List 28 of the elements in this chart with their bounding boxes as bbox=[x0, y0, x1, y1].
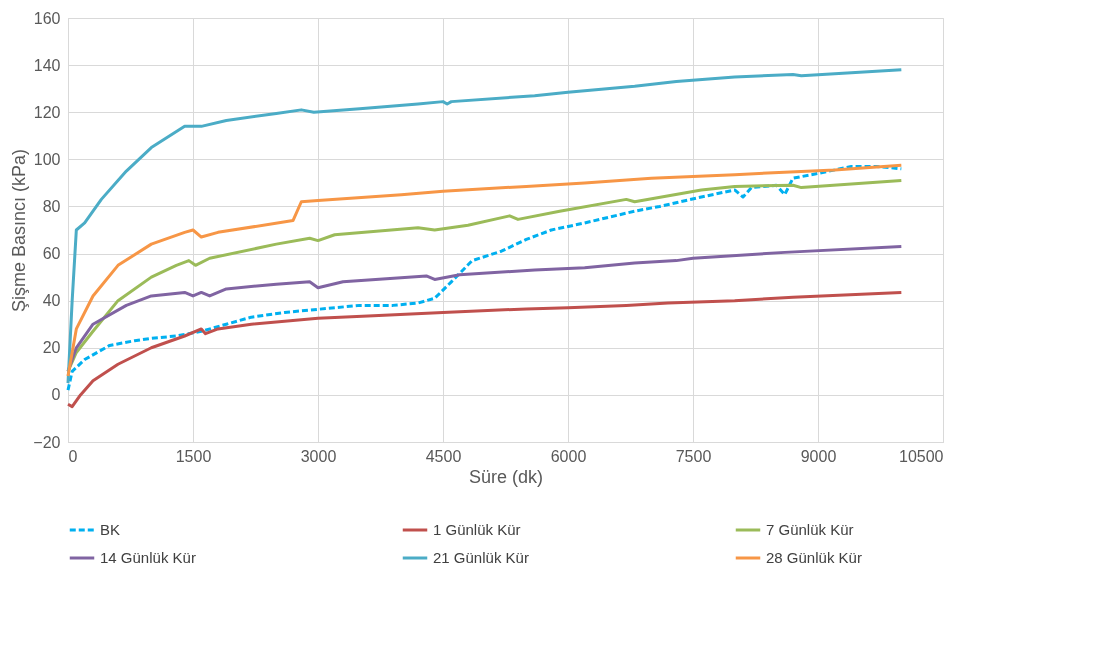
y-tick-label: 60 bbox=[42, 245, 61, 263]
x-tick-label: 9000 bbox=[800, 447, 837, 465]
x-tick-label: 3000 bbox=[300, 447, 337, 465]
y-tick-label: 100 bbox=[33, 150, 61, 168]
y-tick-label: 140 bbox=[33, 56, 61, 74]
line-series bbox=[66, 68, 903, 385]
y-tick-label: 160 bbox=[33, 9, 61, 27]
legend-label: 7 Günlük Kür bbox=[766, 521, 854, 538]
y-tick-label: 120 bbox=[33, 103, 61, 121]
y-tick-label: 80 bbox=[42, 197, 61, 215]
legend-label: 14 Günlük Kür bbox=[100, 549, 196, 566]
legend-label: BK bbox=[100, 521, 121, 538]
x-tick-label: 0 bbox=[68, 447, 78, 465]
legend-label: 28 Günlük Kür bbox=[766, 549, 862, 566]
x-axis-title: Süre (dk) bbox=[468, 466, 544, 487]
y-tick-label: 0 bbox=[51, 386, 61, 404]
x-tick-label: 7500 bbox=[675, 447, 712, 465]
y-tick-label: 40 bbox=[42, 292, 61, 310]
x-tick-label: 6000 bbox=[550, 447, 587, 465]
line-series bbox=[66, 290, 903, 409]
legend-label: 1 Günlük Kür bbox=[433, 521, 521, 538]
legend-label: 21 Günlük Kür bbox=[433, 549, 529, 566]
y-tick-label: 20 bbox=[42, 339, 61, 357]
x-tick-label: 1500 bbox=[175, 447, 212, 465]
y-tick-label: −20 bbox=[33, 433, 61, 451]
x-tick-label: 10500 bbox=[899, 447, 944, 465]
x-tick-label: 4500 bbox=[425, 447, 462, 465]
y-axis-title: Şişme Basıncı (kPa) bbox=[9, 148, 30, 313]
